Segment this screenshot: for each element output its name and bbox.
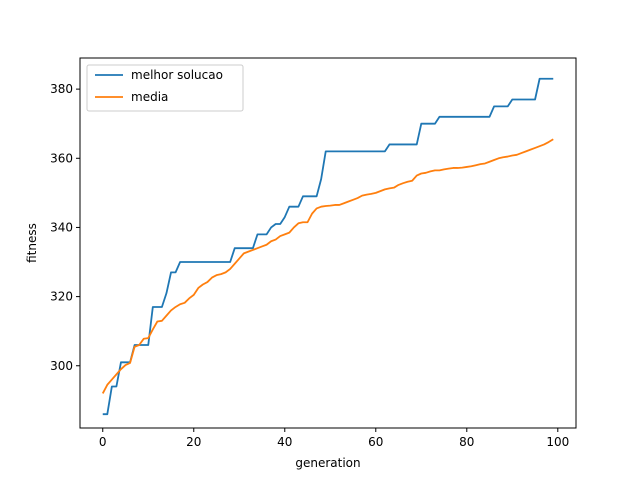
- y-tick-label: 340: [50, 220, 73, 234]
- x-axis: 0 20 40 60 80 100: [99, 428, 569, 449]
- legend: melhor solucao media: [86, 64, 244, 112]
- x-axis-label: generation: [295, 456, 360, 470]
- legend-box: [86, 64, 244, 112]
- x-tick-label: 100: [546, 435, 569, 449]
- y-tick-label: 300: [50, 359, 73, 373]
- x-tick-label: 20: [186, 435, 201, 449]
- y-axis: 300 320 340 360 380: [50, 82, 80, 373]
- y-axis-label: fitness: [25, 223, 39, 263]
- x-tick-label: 60: [368, 435, 383, 449]
- y-tick-label: 320: [50, 290, 73, 304]
- x-tick-label: 0: [99, 435, 107, 449]
- series-line-melhor-solucao: [102, 77, 554, 416]
- y-tick-label: 380: [50, 82, 73, 96]
- legend-label-media: media: [131, 90, 168, 104]
- y-tick-label: 360: [50, 151, 73, 165]
- plot-lines: [101, 77, 554, 416]
- legend-label-melhor-solucao: melhor solucao: [131, 68, 223, 82]
- series-line-media: [101, 138, 554, 394]
- x-tick-label: 40: [277, 435, 292, 449]
- x-tick-label: 80: [459, 435, 474, 449]
- plot-frame: [79, 57, 577, 429]
